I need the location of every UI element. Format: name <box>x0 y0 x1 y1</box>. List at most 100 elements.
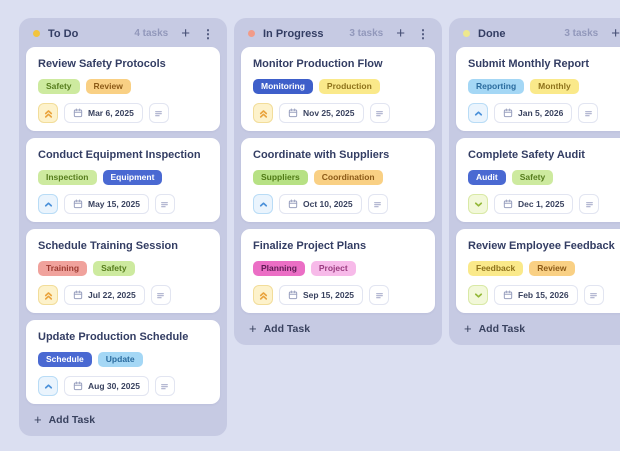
notes-button[interactable] <box>579 194 600 214</box>
card-list: Monitor Production Flow Monitoring Produc… <box>241 47 435 313</box>
calendar-icon <box>288 290 298 300</box>
tag: Planning <box>253 261 305 276</box>
card-title: Monitor Production Flow <box>253 58 383 70</box>
tag: Equipment <box>102 170 163 185</box>
add-task-label: Add Task <box>48 413 96 426</box>
due-date-badge[interactable]: Jan 5, 2026 <box>494 103 573 123</box>
task-card[interactable]: Coordinate with Suppliers Suppliers Coord… <box>241 138 435 222</box>
add-task-button[interactable]: + Add Task <box>456 313 527 340</box>
card-footer: Jul 22, 2025 <box>38 285 208 305</box>
calendar-icon <box>503 290 513 300</box>
description-icon <box>159 199 170 210</box>
task-card[interactable]: Submit Monthly Report Reporting Monthly J… <box>456 47 620 131</box>
due-date-badge[interactable]: Mar 6, 2025 <box>64 103 143 123</box>
card-footer: Sep 15, 2025 <box>253 285 423 305</box>
due-date-label: Aug 30, 2025 <box>88 381 140 391</box>
calendar-icon <box>73 108 83 118</box>
tag-list: Monitoring Production <box>253 79 423 94</box>
due-date-badge[interactable]: Sep 15, 2025 <box>279 285 364 305</box>
column-add-icon[interactable]: + <box>611 25 620 42</box>
card-title: Update Production Schedule <box>38 331 189 343</box>
description-icon <box>153 108 164 119</box>
notes-button[interactable] <box>150 285 171 305</box>
tag: Audit <box>468 170 506 185</box>
notes-button[interactable] <box>154 194 175 214</box>
add-task-label: Add Task <box>263 322 311 335</box>
priority-badge[interactable] <box>38 376 58 396</box>
tag: Inspection <box>38 170 97 185</box>
tag: Schedule <box>38 352 92 367</box>
tag: Project <box>310 261 356 276</box>
notes-button[interactable] <box>583 285 604 305</box>
add-task-label: Add Task <box>478 322 526 335</box>
column-add-icon[interactable]: + <box>396 25 405 42</box>
tag: Safety <box>511 170 554 185</box>
priority-badge[interactable] <box>253 103 273 123</box>
chevrons-up-icon <box>258 108 269 119</box>
priority-badge[interactable] <box>253 194 273 214</box>
due-date-label: May 15, 2025 <box>88 199 140 209</box>
column-menu-icon[interactable]: ⋮ <box>202 26 214 41</box>
chevron-down-icon <box>473 290 484 301</box>
column-title: In Progress <box>263 27 324 40</box>
due-date-badge[interactable]: May 15, 2025 <box>64 194 149 214</box>
priority-badge[interactable] <box>468 194 488 214</box>
task-card[interactable]: Update Production Schedule Schedule Updat… <box>26 320 220 404</box>
tag-list: Schedule Update <box>38 352 208 367</box>
notes-button[interactable] <box>367 194 388 214</box>
task-card[interactable]: Complete Safety Audit Audit Safety Dec 1,… <box>456 138 620 222</box>
add-task-button[interactable]: + Add Task <box>241 313 312 340</box>
card-title: Conduct Equipment Inspection <box>38 149 201 161</box>
task-card[interactable]: Conduct Equipment Inspection Inspection E… <box>26 138 220 222</box>
chevron-up-icon <box>258 199 269 210</box>
priority-badge[interactable] <box>468 103 488 123</box>
due-date-label: Mar 6, 2025 <box>88 108 134 118</box>
card-footer: May 15, 2025 <box>38 194 208 214</box>
notes-button[interactable] <box>578 103 599 123</box>
due-date-badge[interactable]: Oct 10, 2025 <box>279 194 362 214</box>
column-menu-icon[interactable]: ⋮ <box>417 26 429 41</box>
task-card[interactable]: Review Safety Protocols Safety Review Mar… <box>26 47 220 131</box>
tag: Coordination <box>313 170 383 185</box>
notes-button[interactable] <box>148 103 169 123</box>
priority-badge[interactable] <box>253 285 273 305</box>
column-task-count: 4 tasks <box>134 28 169 39</box>
task-card[interactable]: Schedule Training Session Training Safety… <box>26 229 220 313</box>
due-date-label: Jul 22, 2025 <box>88 290 136 300</box>
card-footer: Feb 15, 2026 <box>468 285 620 305</box>
priority-badge[interactable] <box>38 285 58 305</box>
column-add-icon[interactable]: + <box>181 25 190 42</box>
task-card[interactable]: Finalize Project Plans Planning Project S… <box>241 229 435 313</box>
card-footer: Aug 30, 2025 <box>38 376 208 396</box>
notes-button[interactable] <box>369 285 390 305</box>
kanban-column-done: Done 3 tasks + ⋮ Submit Monthly Report R… <box>449 18 620 345</box>
priority-badge[interactable] <box>468 285 488 305</box>
notes-button[interactable] <box>369 103 390 123</box>
due-date-badge[interactable]: Nov 25, 2025 <box>279 103 364 123</box>
description-icon <box>372 199 383 210</box>
tag: Safety <box>38 79 80 94</box>
calendar-icon <box>503 108 513 118</box>
tag: Monitoring <box>253 79 313 94</box>
column-title: Done <box>478 27 506 40</box>
priority-badge[interactable] <box>38 194 58 214</box>
due-date-badge[interactable]: Dec 1, 2025 <box>494 194 574 214</box>
due-date-badge[interactable]: Feb 15, 2026 <box>494 285 578 305</box>
priority-badge[interactable] <box>38 103 58 123</box>
chevrons-up-icon <box>258 290 269 301</box>
card-footer: Oct 10, 2025 <box>253 194 423 214</box>
tag: Reporting <box>468 79 525 94</box>
add-task-button[interactable]: + Add Task <box>26 404 97 431</box>
tag: Update <box>97 352 143 367</box>
chevron-up-icon <box>43 199 54 210</box>
card-title: Review Employee Feedback <box>468 240 615 252</box>
due-date-label: Jan 5, 2026 <box>518 108 564 118</box>
due-date-badge[interactable]: Jul 22, 2025 <box>64 285 145 305</box>
notes-button[interactable] <box>154 376 175 396</box>
calendar-icon <box>73 199 83 209</box>
due-date-label: Feb 15, 2026 <box>518 290 569 300</box>
task-card[interactable]: Monitor Production Flow Monitoring Produc… <box>241 47 435 131</box>
task-card[interactable]: Review Employee Feedback Feedback Review … <box>456 229 620 313</box>
due-date-badge[interactable]: Aug 30, 2025 <box>64 376 149 396</box>
calendar-icon <box>288 199 298 209</box>
